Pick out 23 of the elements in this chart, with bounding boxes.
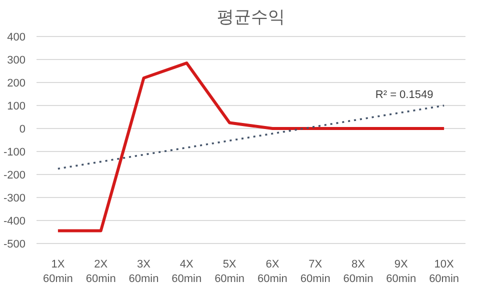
chart-title: 평균수익	[217, 8, 285, 28]
x-tick-label: 10X 60min	[429, 258, 460, 285]
y-tick-label: 100	[7, 100, 26, 113]
annotation: R² = 0.1549	[375, 88, 434, 101]
x-tick-label: 7X 60min	[300, 258, 330, 285]
y-tick-label: 400	[7, 32, 26, 44]
x-tick-label: 1X 60min	[42, 258, 73, 285]
x-tick-label: 8X 60min	[343, 258, 374, 285]
x-tick-label: 3X 60min	[128, 258, 159, 285]
y-tick-label: -500	[3, 238, 26, 250]
y-tick-label: -400	[3, 215, 26, 228]
x-tick-label: 6X 60min	[257, 258, 288, 285]
line-series	[56, 62, 446, 232]
x-tick-label: 5X 60min	[214, 258, 245, 285]
y-tick-label: -200	[3, 169, 26, 182]
y-tick-label: -300	[3, 192, 26, 204]
x-tick-label: 4X 60min	[172, 258, 202, 285]
y-tick-label: 200	[7, 78, 26, 90]
y-tick-label: 300	[7, 54, 26, 67]
y-tick-label: -100	[3, 146, 26, 158]
x-tick-label: 2X 60min	[86, 258, 116, 285]
x-tick-label: 9X 60min	[386, 258, 416, 285]
y-tick-label: 0	[19, 124, 26, 136]
